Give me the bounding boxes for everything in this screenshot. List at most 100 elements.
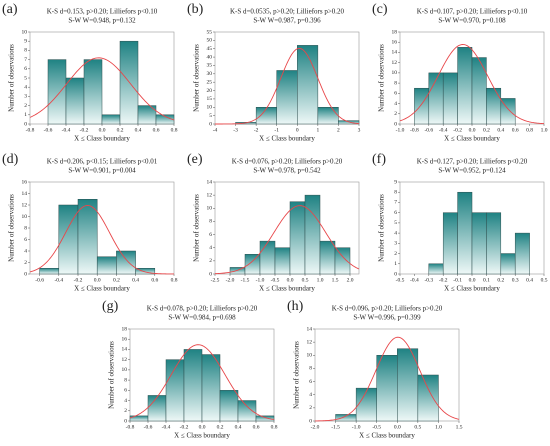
y-tick-label: 10 [122, 367, 128, 373]
y-tick-label: 16 [22, 179, 28, 185]
panel-label: (h) [287, 299, 304, 314]
x-tick-label: 2 [337, 127, 340, 133]
y-tick-label: 5 [24, 75, 27, 81]
y-tick-label: 50 [207, 38, 213, 44]
x-tick-label: -2.0 [311, 424, 320, 430]
normal-fit-curve [129, 344, 275, 420]
bar [335, 414, 357, 422]
y-tick-label: 0 [209, 271, 212, 277]
y-tick-label: 4 [309, 392, 312, 398]
y-tick-label: 45 [207, 46, 213, 52]
x-tick-label: 1.5 [456, 424, 463, 430]
y-tick-label: 10 [307, 353, 313, 359]
bar [471, 57, 487, 125]
y-tick-label: 20 [207, 88, 213, 94]
x-tick-label: -0.8 [410, 127, 419, 133]
x-tick-label: 0.0 [287, 277, 294, 283]
x-tick-label: -0.8 [126, 424, 135, 430]
y-tick-label: 12 [22, 202, 28, 208]
x-tick-label: 0.0 [94, 277, 101, 283]
y-tick-label: 14 [22, 191, 28, 197]
x-tick-label: 0.2 [113, 277, 120, 283]
bar [486, 87, 502, 125]
y-axis-label: Number of observations [193, 194, 201, 262]
bar [39, 268, 60, 275]
y-tick-label: 3 [394, 241, 397, 247]
bar [155, 114, 175, 125]
bar [219, 390, 239, 422]
y-tick-label: 14 [392, 50, 398, 56]
x-tick-label: 0.5 [414, 424, 421, 430]
y-tick-label: 9 [394, 179, 397, 185]
panel-label: (b) [187, 2, 204, 17]
panel: (h) K-S d=0.096, p>0.20; Lilliefors p>0.2… [287, 299, 463, 439]
stat-line-2: S-W W=0.987, p=0.396 [253, 17, 321, 25]
x-tick-label: 2.0 [347, 277, 354, 283]
x-tick-label: -1.0 [256, 277, 265, 283]
bar [457, 191, 473, 275]
y-tick-label: 1 [24, 112, 27, 118]
bar [304, 194, 321, 275]
y-tick-label: 2 [309, 405, 312, 411]
y-tick-label: 4 [24, 248, 27, 254]
x-tick-label: -0.1 [453, 277, 462, 283]
x-tick-label: 0.2 [483, 127, 490, 133]
normal-fit-curve [29, 204, 174, 275]
y-axis-label: Number of observations [8, 194, 16, 262]
stat-line-2: S-W W=0.948, p=0.132 [68, 17, 136, 25]
x-tick-label: -0.3 [424, 277, 433, 283]
y-tick-label: 12 [307, 339, 313, 345]
y-tick-label: 2 [24, 260, 27, 266]
bar [355, 387, 377, 422]
panel-label: (g) [102, 299, 119, 314]
x-tick-label: 0.2 [117, 127, 124, 133]
bar [83, 59, 103, 125]
y-tick-label: 10 [207, 105, 213, 111]
y-tick-label: 4 [209, 245, 212, 251]
x-tick-label: 0.4 [132, 277, 139, 283]
x-tick-label: 0.6 [151, 277, 158, 283]
x-tick-label: -0.5 [372, 424, 381, 430]
x-tick-label: -2.5 [211, 277, 220, 283]
x-tick-label: 0.0 [469, 127, 476, 133]
x-tick-label: 0.3 [512, 277, 519, 283]
y-tick-label: 18 [122, 326, 128, 332]
y-tick-label: 0 [209, 121, 212, 127]
y-axis-label: Number of observations [378, 194, 386, 262]
x-tick-label: 0.6 [512, 127, 519, 133]
y-tick-label: 12 [392, 60, 398, 66]
x-tick-label: -1.5 [331, 424, 340, 430]
y-tick-label: 10 [392, 70, 398, 76]
stat-line-2: S-W W=0.996, p=0.399 [353, 314, 421, 322]
y-tick-label: 4 [24, 84, 27, 90]
x-tick-label: -0.4 [410, 277, 419, 283]
stat-line-1: K-S d=0.206, p<0.15; Lilliefors p<0.01 [47, 158, 158, 166]
bar [428, 263, 444, 275]
stat-line-2: S-W W=0.984, p=0.698 [168, 314, 236, 322]
x-tick-label: 0.0 [394, 424, 401, 430]
normal-fit-curve [29, 57, 175, 121]
stat-line-1: K-S d=0.096, p>0.20; Lilliefors p>0.20 [332, 305, 443, 313]
panel-label: (c) [372, 2, 388, 17]
x-tick-label: -0.2 [180, 424, 189, 430]
x-tick-label: 0.2 [497, 277, 504, 283]
y-tick-label: 2 [394, 111, 397, 117]
x-tick-label: 0.4 [526, 277, 533, 283]
bar [500, 253, 516, 275]
bar [96, 256, 117, 275]
x-tick-label: -0.5 [396, 277, 405, 283]
normal-fit-curve [314, 336, 460, 422]
bar [255, 107, 277, 125]
x-tick-label: -0.4 [162, 424, 171, 430]
stat-line-1: K-S d=0.078, p>0.20; Lilliefors p>0.20 [147, 305, 258, 313]
y-tick-label: 15 [207, 96, 213, 102]
stat-line-1: K-S d=0.127, p>0.20; Lilliefors p<0.20 [417, 158, 528, 166]
y-tick-label: 2 [24, 103, 27, 109]
stat-line-2: S-W W=0.978, p=0.542 [253, 167, 321, 175]
x-axis-label: X ≤ Class boundary [359, 432, 415, 440]
x-tick-label: 0.5 [302, 277, 309, 283]
y-tick-label: 0 [394, 271, 397, 277]
y-tick-label: 6 [394, 210, 397, 216]
bar [414, 87, 430, 125]
x-tick-label: 3 [358, 127, 361, 133]
